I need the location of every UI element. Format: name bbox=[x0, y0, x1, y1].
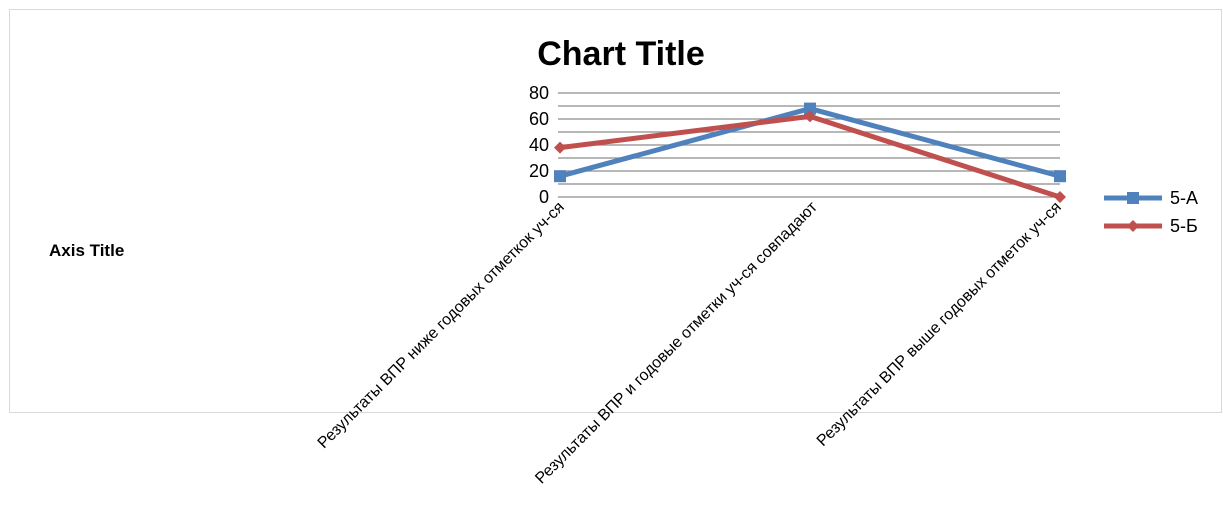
legend-entry: 5-Б bbox=[1104, 216, 1198, 236]
data-point-marker bbox=[554, 170, 566, 183]
y-tick-label: 0 bbox=[539, 187, 549, 207]
data-point-marker bbox=[1054, 191, 1066, 203]
y-axis-ticks: 0 20 40 60 80 bbox=[529, 83, 549, 207]
y-tick-label: 20 bbox=[529, 161, 549, 181]
data-point-marker bbox=[1054, 170, 1066, 183]
y-axis-title: Axis Title bbox=[49, 241, 124, 260]
x-category-label: Результаты ВПР ниже годовых отметкок уч-… bbox=[315, 199, 568, 452]
data-point-marker bbox=[804, 110, 816, 123]
x-category-label: Результаты ВПР и годовые отметки уч-ся с… bbox=[532, 198, 821, 487]
x-axis-category-labels: Результаты ВПР ниже годовых отметкок уч-… bbox=[315, 198, 1065, 487]
data-point-marker bbox=[1127, 192, 1139, 204]
legend-label: 5-А bbox=[1170, 188, 1198, 208]
data-point-marker bbox=[804, 102, 816, 115]
gridlines bbox=[558, 92, 1060, 198]
chart-area bbox=[9, 9, 1222, 413]
x-category-label: Результаты ВПР выше годовых отметок уч-с… bbox=[814, 199, 1065, 450]
chart-title: Chart Title bbox=[537, 35, 705, 73]
legend-entry: 5-А bbox=[1104, 188, 1198, 208]
data-point-marker bbox=[554, 141, 566, 154]
y-tick-label: 80 bbox=[529, 83, 549, 103]
series-lines bbox=[554, 102, 1066, 203]
series-group bbox=[554, 102, 1066, 183]
series-group bbox=[554, 110, 1066, 203]
legend: 5-А5-Б bbox=[1104, 188, 1198, 236]
data-point-marker bbox=[1127, 220, 1139, 232]
legend-label: 5-Б bbox=[1170, 216, 1198, 236]
y-tick-label: 40 bbox=[529, 135, 549, 155]
y-tick-label: 60 bbox=[529, 109, 549, 129]
